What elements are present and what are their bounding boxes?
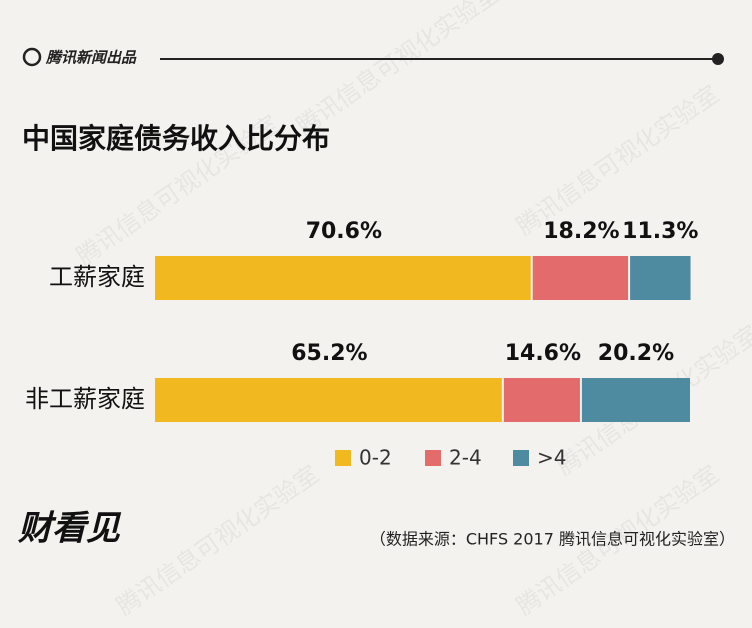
category-label: 非工薪家庭: [25, 385, 145, 413]
value-label: 20.2%: [598, 341, 674, 366]
bar-segment: [581, 378, 690, 422]
value-label: 14.6%: [505, 341, 581, 366]
bar-segment: [155, 256, 531, 300]
legend-label: >4: [537, 446, 566, 470]
bar-segment: [503, 378, 580, 422]
chart-title: 中国家庭债务收入比分布: [22, 122, 330, 155]
bar-segment: [532, 256, 629, 300]
value-label: 65.2%: [291, 341, 367, 366]
legend-swatch: [425, 450, 441, 466]
legend-label: 2-4: [449, 446, 482, 470]
value-label: 70.6%: [306, 219, 382, 244]
bar-segment: [630, 256, 691, 300]
category-label: 工薪家庭: [49, 263, 145, 291]
legend-label: 0-2: [359, 446, 392, 470]
legend-swatch: [335, 450, 351, 466]
brand: 腾讯新闻出品: [45, 49, 137, 67]
legend-swatch: [513, 450, 529, 466]
header-dot: [712, 53, 724, 65]
value-label: 11.3%: [622, 219, 698, 244]
footer-logo: 财看见: [18, 509, 122, 549]
source: （数据来源：CHFS 2017 腾讯信息可视化实验室）: [370, 530, 735, 549]
value-label: 18.2%: [543, 219, 619, 244]
brand-icon: [22, 47, 42, 67]
bar-segment: [155, 378, 502, 422]
